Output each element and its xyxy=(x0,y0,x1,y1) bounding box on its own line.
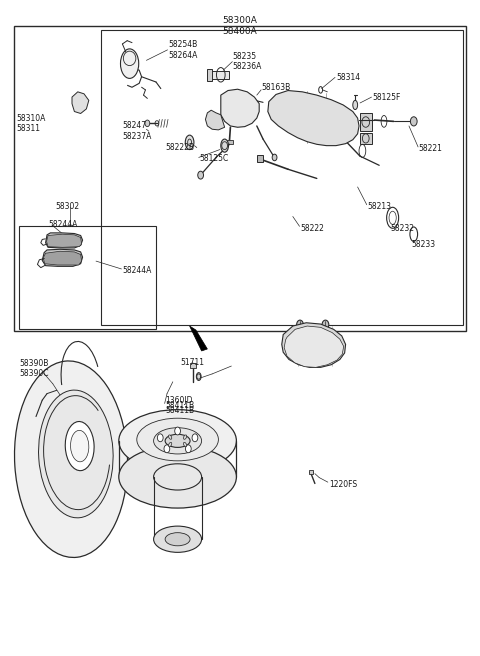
Polygon shape xyxy=(43,251,82,265)
Bar xyxy=(309,470,313,474)
Ellipse shape xyxy=(38,390,113,518)
Text: 58300A
58400A: 58300A 58400A xyxy=(223,16,257,36)
Polygon shape xyxy=(282,323,346,367)
Text: 58232: 58232 xyxy=(390,224,414,233)
Text: 58125F: 58125F xyxy=(372,92,400,102)
Text: 58411B: 58411B xyxy=(166,401,195,410)
Ellipse shape xyxy=(165,434,190,447)
Polygon shape xyxy=(42,249,83,266)
Text: 58222B: 58222B xyxy=(166,143,194,152)
Bar xyxy=(360,113,372,131)
Polygon shape xyxy=(268,91,359,146)
Ellipse shape xyxy=(137,419,218,461)
Polygon shape xyxy=(284,326,344,367)
Circle shape xyxy=(145,120,150,127)
Ellipse shape xyxy=(183,442,187,447)
Polygon shape xyxy=(47,234,82,247)
Ellipse shape xyxy=(221,139,228,152)
Bar xyxy=(14,26,466,331)
Circle shape xyxy=(192,434,198,441)
Text: 1220FS: 1220FS xyxy=(329,480,357,489)
Text: 58233: 58233 xyxy=(412,239,436,249)
Text: 51711: 51711 xyxy=(180,358,204,367)
Circle shape xyxy=(49,455,55,463)
Bar xyxy=(190,363,196,368)
Ellipse shape xyxy=(353,100,358,110)
Polygon shape xyxy=(46,233,83,248)
Polygon shape xyxy=(190,326,207,351)
Polygon shape xyxy=(72,92,89,113)
Ellipse shape xyxy=(119,409,236,472)
Bar xyxy=(101,30,463,325)
Polygon shape xyxy=(205,110,225,130)
Bar xyxy=(19,226,156,329)
Bar xyxy=(360,133,372,144)
Circle shape xyxy=(297,320,303,329)
Text: 58244A: 58244A xyxy=(122,266,152,275)
Text: 58310A
58311: 58310A 58311 xyxy=(17,113,46,133)
Circle shape xyxy=(43,455,48,463)
Circle shape xyxy=(54,468,60,476)
Circle shape xyxy=(157,434,163,441)
Text: 58254B
58264A: 58254B 58264A xyxy=(168,40,197,60)
Text: 58244A: 58244A xyxy=(48,220,77,229)
Ellipse shape xyxy=(183,435,187,440)
Circle shape xyxy=(49,483,55,491)
Ellipse shape xyxy=(119,446,236,508)
Text: 58235
58236A: 58235 58236A xyxy=(233,52,262,72)
Circle shape xyxy=(410,117,417,126)
Text: 58213: 58213 xyxy=(367,202,391,211)
Text: 1360JD
58411B: 1360JD 58411B xyxy=(166,396,195,415)
Ellipse shape xyxy=(154,464,202,490)
Ellipse shape xyxy=(14,361,128,558)
Circle shape xyxy=(185,445,191,453)
Text: 58302: 58302 xyxy=(55,202,79,211)
Circle shape xyxy=(198,171,204,179)
Circle shape xyxy=(175,427,180,435)
Ellipse shape xyxy=(154,526,202,552)
Text: 58222: 58222 xyxy=(300,224,324,233)
Text: 58163B: 58163B xyxy=(262,83,291,92)
Text: 58314: 58314 xyxy=(336,73,360,82)
Ellipse shape xyxy=(65,422,94,470)
Bar xyxy=(207,69,212,81)
Bar xyxy=(257,155,263,162)
Circle shape xyxy=(164,445,170,453)
Text: 58390B
58390C: 58390B 58390C xyxy=(19,359,48,379)
Text: 58221: 58221 xyxy=(419,144,443,154)
Ellipse shape xyxy=(168,435,172,440)
Ellipse shape xyxy=(168,442,172,447)
Ellipse shape xyxy=(185,135,194,150)
Ellipse shape xyxy=(154,428,202,454)
Polygon shape xyxy=(221,89,259,127)
Bar xyxy=(227,140,233,144)
Ellipse shape xyxy=(165,533,190,546)
Text: 58247
58237A: 58247 58237A xyxy=(122,121,152,141)
Circle shape xyxy=(272,154,277,161)
Ellipse shape xyxy=(71,430,89,462)
Ellipse shape xyxy=(120,49,139,78)
Bar xyxy=(211,71,229,79)
Ellipse shape xyxy=(196,373,201,380)
Text: 58125C: 58125C xyxy=(199,154,228,163)
Circle shape xyxy=(322,320,329,329)
Circle shape xyxy=(43,470,48,478)
